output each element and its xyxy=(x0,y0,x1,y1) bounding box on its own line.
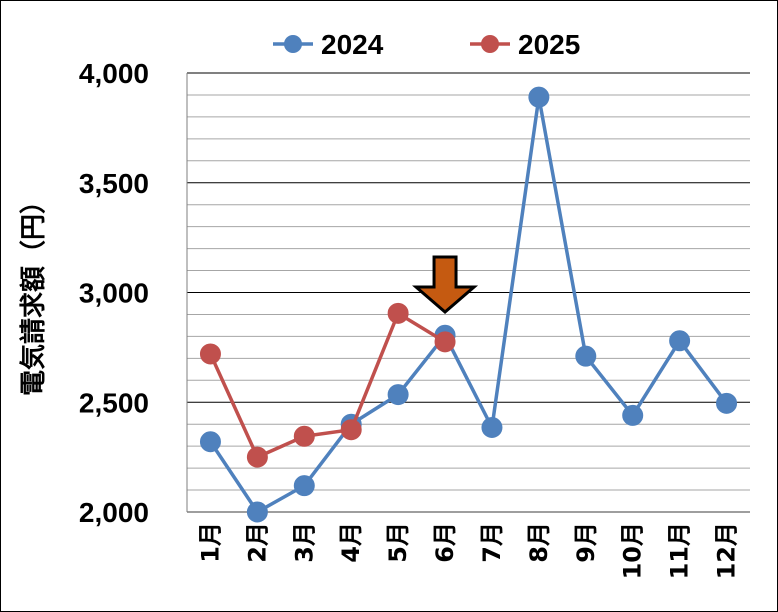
x-tick-label: 4月 xyxy=(337,522,365,563)
legend-marker-2025 xyxy=(481,35,499,53)
y-tick-label: 2,000 xyxy=(79,497,149,528)
y-tick-label: 4,000 xyxy=(79,58,149,89)
data-point-2025 xyxy=(246,446,268,468)
legend-label-2024: 2024 xyxy=(321,29,384,60)
data-point-2024 xyxy=(199,431,221,453)
x-tick-label: 2月 xyxy=(243,522,271,563)
annotation-arrow xyxy=(412,255,479,314)
data-point-2024 xyxy=(246,501,268,523)
legend-label-2025: 2025 xyxy=(518,29,580,60)
x-tick-label: 12月 xyxy=(713,522,741,579)
y-axis-title: 電気請求額（円） xyxy=(18,188,49,396)
data-point-2025 xyxy=(199,343,221,365)
x-tick-label: 7月 xyxy=(478,522,506,563)
data-point-2025 xyxy=(340,419,362,441)
data-point-2024 xyxy=(716,392,738,414)
y-tick-label: 3,000 xyxy=(79,278,149,309)
legend-marker-2024 xyxy=(284,35,302,53)
x-tick-label: 8月 xyxy=(525,522,553,563)
x-tick-label: 5月 xyxy=(384,522,412,563)
data-point-2024 xyxy=(293,475,315,497)
data-point-2025 xyxy=(434,331,456,353)
data-point-2024 xyxy=(528,86,550,108)
x-tick-label: 9月 xyxy=(572,522,600,563)
x-tick-label: 6月 xyxy=(431,522,459,563)
x-tick-label: 11月 xyxy=(666,522,694,579)
data-point-2025 xyxy=(293,425,315,447)
y-tick-label: 2,500 xyxy=(79,387,149,418)
data-point-2024 xyxy=(622,404,644,426)
y-tick-label: 3,500 xyxy=(79,168,149,199)
data-point-2024 xyxy=(387,384,409,406)
data-point-2024 xyxy=(669,330,691,352)
x-tick-label: 10月 xyxy=(619,522,647,579)
data-point-2024 xyxy=(575,345,597,367)
data-point-2024 xyxy=(481,416,503,438)
x-tick-label: 3月 xyxy=(290,522,318,563)
x-tick-label: 1月 xyxy=(196,522,224,563)
data-point-2025 xyxy=(387,302,409,324)
